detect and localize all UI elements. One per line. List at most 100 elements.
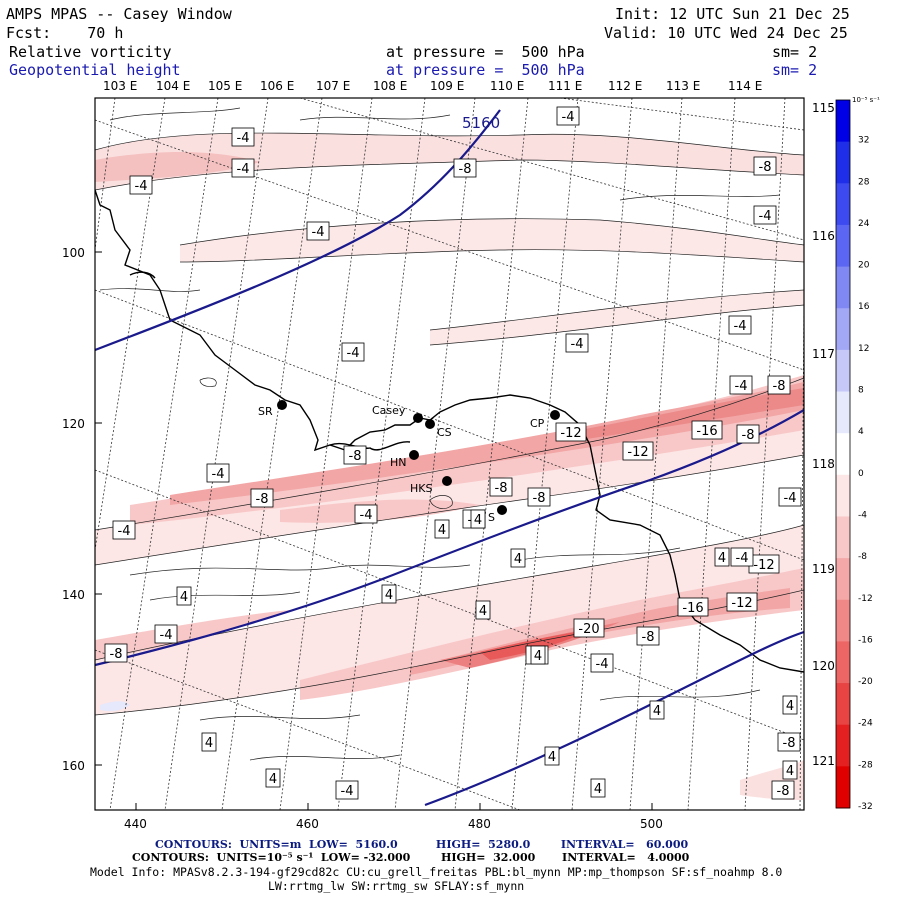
colorbar-label: 4: [858, 427, 864, 437]
height-contours: [95, 109, 804, 807]
contour-label: 4: [544, 746, 560, 766]
svg-text:-4: -4: [212, 467, 225, 482]
colorbar-swatch: [836, 183, 850, 226]
bottom-tick-label: 460: [296, 817, 319, 831]
contour-label: -16: [691, 420, 723, 440]
contour-label-group: -4-4-4-8-4-4-4-8-4-4-4-4 -8-12-12-16 -8-4-…: [104, 106, 802, 800]
svg-text:-4: -4: [347, 346, 360, 361]
svg-text:-4: -4: [596, 657, 609, 672]
contour-label: -8: [250, 488, 274, 508]
contour-label: -4: [565, 333, 589, 353]
svg-text:-8: -8: [256, 492, 269, 507]
field1-name: Relative vorticity: [9, 43, 172, 61]
contour-label: -8: [777, 732, 801, 752]
svg-text:-4: -4: [237, 162, 250, 177]
footer-model-info: Model Info: MPASv8.2.3-194-gf29cd82c CU:…: [90, 865, 783, 879]
plot-frame: [94, 97, 805, 811]
colorbar-label: -8: [858, 552, 867, 562]
svg-text:-8: -8: [773, 379, 786, 394]
colorbar-swatch: [836, 224, 850, 268]
station-marker-hks: [442, 476, 452, 486]
contour-label: -4: [231, 127, 255, 147]
station-label-sr: SR: [258, 405, 273, 418]
contour-label: 4: [201, 732, 217, 752]
svg-text:-12: -12: [753, 558, 774, 573]
colorbar-label: -24: [858, 719, 873, 729]
top-lon-label: 104 E: [156, 79, 190, 93]
colorbar-swatch: [836, 641, 850, 684]
station-label-hks: HKS: [410, 482, 432, 495]
station-label-cs: CS: [437, 426, 452, 439]
contour-label: 4: [590, 778, 606, 798]
svg-text:4: 4: [653, 704, 661, 719]
svg-text:-4: -4: [736, 551, 749, 566]
field1-level: at pressure = 500 hPa: [386, 43, 585, 61]
contour-label: -16: [677, 597, 709, 617]
contour-label: 4: [470, 509, 486, 529]
contour-label: -4: [778, 487, 802, 507]
contour-label: -4: [354, 504, 378, 524]
contour-label: 4: [381, 584, 397, 604]
map-title: AMPS MPAS -- Casey Window: [6, 5, 232, 23]
station-label-hn: HN: [390, 456, 407, 469]
station-label-cp: CP: [530, 417, 545, 430]
station-marker-hn: [409, 450, 419, 460]
contour-label: -8: [767, 375, 791, 395]
contour-label: -4: [730, 547, 754, 567]
contour-label: 4: [265, 768, 281, 788]
contour-label: -4: [556, 106, 580, 126]
svg-text:4: 4: [180, 590, 188, 605]
top-lon-label: 111 E: [548, 79, 582, 93]
colorbar-units: 10⁻⁵ s⁻¹: [852, 96, 880, 104]
colorbar-label: 0: [858, 469, 864, 479]
svg-text:-8: -8: [742, 428, 755, 443]
contour-label: -4: [129, 175, 153, 195]
station-label-casey: Casey: [372, 404, 406, 417]
contour-label: -12: [726, 592, 758, 612]
svg-text:-20: -20: [578, 622, 599, 637]
init-time: Init: 12 UTC Sun 21 Dec 25: [615, 5, 850, 23]
contour-label: -12: [555, 422, 587, 442]
top-lon-label: 109 E: [430, 79, 464, 93]
svg-text:-8: -8: [495, 481, 508, 496]
svg-text:-12: -12: [731, 596, 752, 611]
contour-label: -4: [231, 158, 255, 178]
colorbar-label: 20: [858, 261, 870, 271]
svg-text:4: 4: [594, 782, 602, 797]
svg-text:-12: -12: [627, 445, 648, 460]
contour-label: 4: [475, 600, 491, 620]
svg-text:-8: -8: [783, 736, 796, 751]
svg-text:4: 4: [786, 764, 794, 779]
colorbar-label: 8: [858, 386, 864, 396]
colorbar-frame: [835, 99, 851, 809]
contour-label: -12: [748, 554, 780, 574]
svg-text:-8: -8: [349, 449, 362, 464]
contour-label: -8: [636, 626, 660, 646]
contour-label: -8: [736, 424, 760, 444]
station-marker-cp: [550, 410, 560, 420]
bottom-axis: 440 460 480 500: [124, 803, 663, 831]
bottom-tick-label: 440: [124, 817, 147, 831]
colorbar-label: -20: [858, 677, 873, 687]
contour-label: 4: [176, 586, 192, 606]
graticule: [95, 98, 804, 810]
top-lon-label: 113 E: [666, 79, 700, 93]
svg-text:-8: -8: [642, 630, 655, 645]
field2-level: at pressure = 500 hPa: [386, 61, 585, 79]
footer-vorticity-contours: CONTOURS: UNITS=10⁻⁵ s⁻¹ LOW= -32.000 HI…: [132, 851, 690, 864]
colorbar-swatch: [836, 308, 850, 351]
colorbar-swatch: [836, 766, 850, 809]
svg-text:4: 4: [205, 736, 213, 751]
svg-text:-4: -4: [735, 379, 748, 394]
svg-text:-4: -4: [135, 179, 148, 194]
top-lon-label: 114 E: [728, 79, 762, 93]
station-marker-cs: [425, 419, 435, 429]
forecast-hour: Fcst: 70 h: [6, 24, 124, 42]
left-tick-label: 140: [62, 588, 85, 602]
colorbar: 32 28 24 20 16 12 8 4 0 -4 -8 -12 -16 -20 -24 -28 -32: [835, 99, 873, 812]
station-marker-s: [497, 505, 507, 515]
svg-text:-4: -4: [341, 784, 354, 799]
colorbar-label: 32: [858, 136, 869, 146]
colorbar-label: -4: [858, 510, 867, 520]
colorbar-swatch: [836, 683, 850, 726]
